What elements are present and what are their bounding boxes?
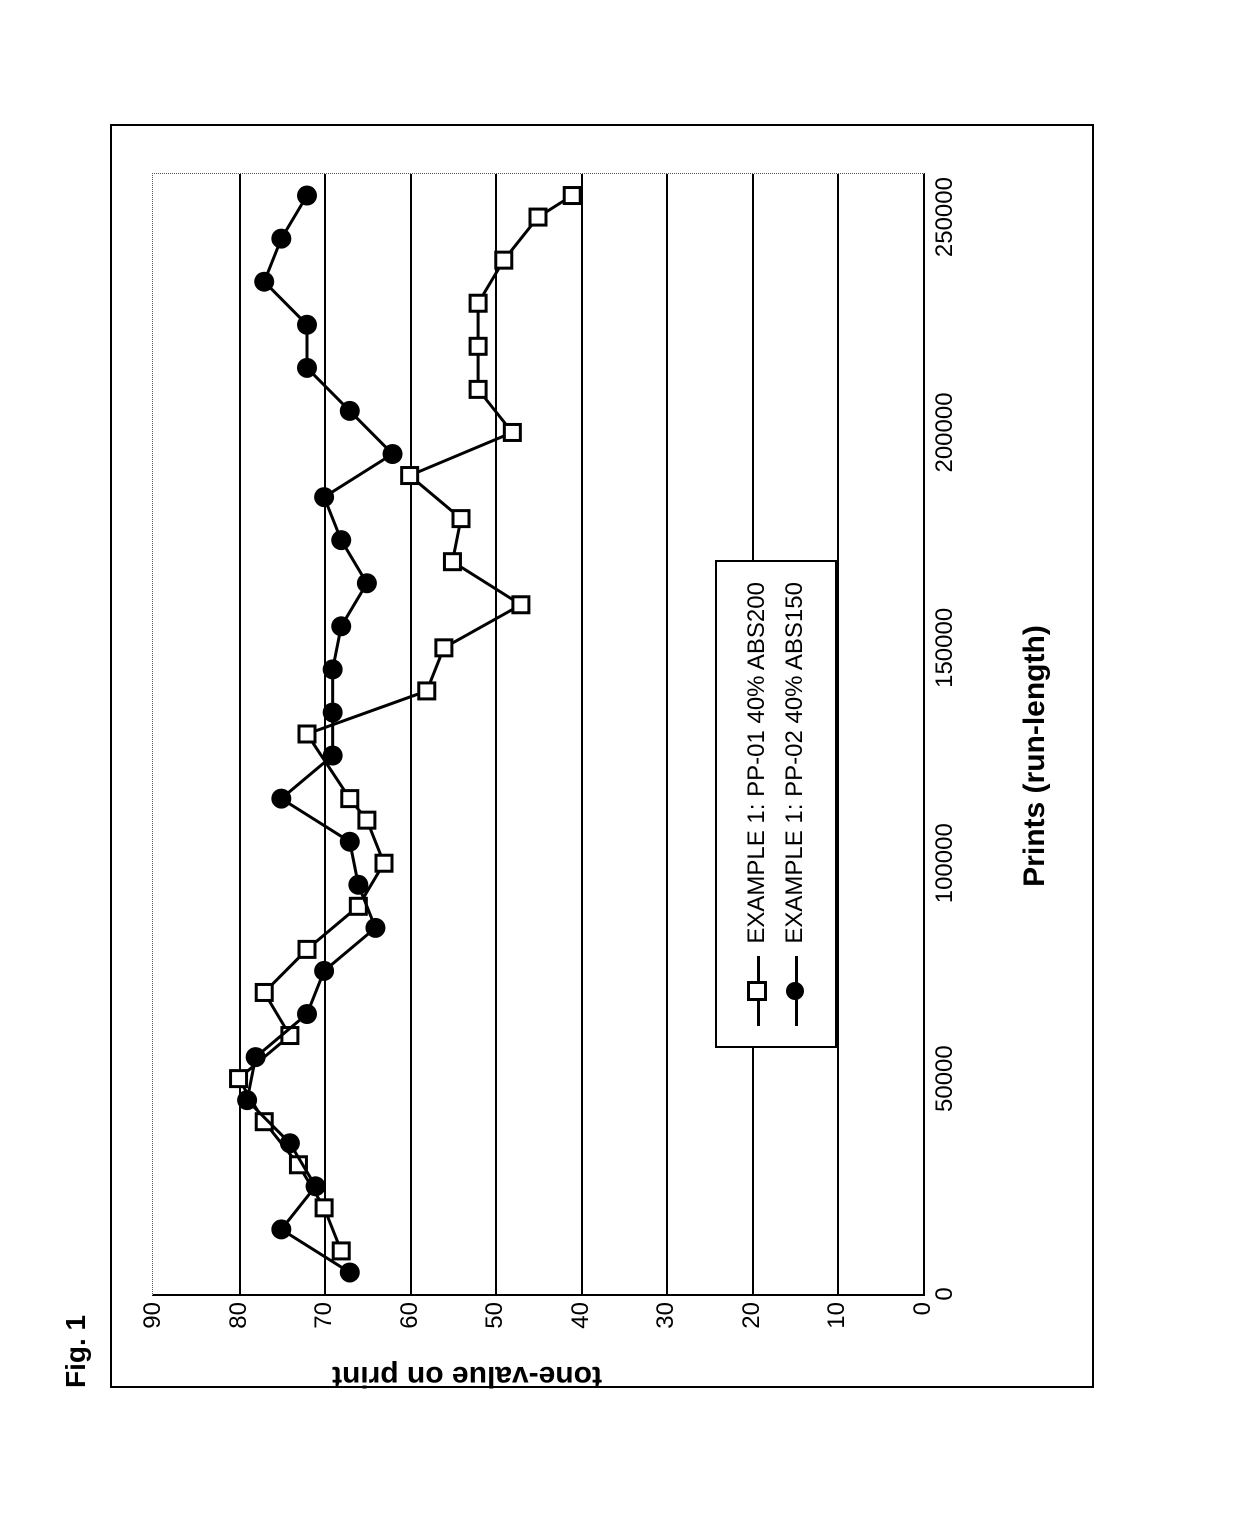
marker-square xyxy=(299,941,315,957)
marker-circle xyxy=(365,918,385,938)
marker-circle xyxy=(306,1176,326,1196)
page: Fig. 1 tone-value on print 0102030405060… xyxy=(0,0,1240,1528)
marker-square xyxy=(504,424,520,440)
marker-circle xyxy=(357,573,377,593)
marker-circle xyxy=(271,789,291,809)
legend-item: EXAMPLE 1: PP-02 40% ABS150 xyxy=(781,582,809,1026)
series-line xyxy=(247,196,392,1273)
legend-label: EXAMPLE 1: PP-01 40% ABS200 xyxy=(743,582,771,944)
marker-circle xyxy=(237,1090,257,1110)
y-tick-label: 50 xyxy=(481,1294,509,1329)
marker-circle xyxy=(246,1047,266,1067)
x-axis-label: Prints (run-length) xyxy=(1018,126,1052,1386)
marker-circle xyxy=(323,702,343,722)
marker-circle xyxy=(314,961,334,981)
marker-square xyxy=(333,1243,349,1259)
marker-square xyxy=(419,683,435,699)
marker-square xyxy=(564,188,580,204)
marker-square xyxy=(444,554,460,570)
marker-square xyxy=(256,984,272,1000)
marker-square xyxy=(299,726,315,742)
marker-circle xyxy=(383,444,403,464)
marker-circle xyxy=(340,832,360,852)
marker-square xyxy=(530,209,546,225)
marker-square xyxy=(342,791,358,807)
legend-item: EXAMPLE 1: PP-01 40% ABS200 xyxy=(743,582,771,1026)
marker-circle xyxy=(314,487,334,507)
legend-marker-square-icon xyxy=(747,981,767,1001)
marker-square xyxy=(436,640,452,656)
marker-square xyxy=(513,597,529,613)
marker-circle xyxy=(297,1004,317,1024)
y-tick-label: 80 xyxy=(225,1294,253,1329)
x-tick-label: 250000 xyxy=(923,177,959,257)
marker-circle xyxy=(340,1262,360,1282)
marker-circle xyxy=(331,530,351,550)
series-line xyxy=(239,196,573,1251)
y-tick-label: 30 xyxy=(652,1294,680,1329)
marker-circle xyxy=(331,616,351,636)
figure-label: Fig. 1 xyxy=(60,1315,92,1388)
marker-circle xyxy=(280,1133,300,1153)
marker-circle xyxy=(323,746,343,766)
chart-outer-frame: tone-value on print 01020304050607080900… xyxy=(110,124,1094,1388)
marker-square xyxy=(453,511,469,527)
marker-square xyxy=(402,468,418,484)
y-axis-label: tone-value on print xyxy=(332,1359,602,1393)
legend-sample xyxy=(787,956,803,1026)
x-tick-label: 150000 xyxy=(923,608,959,688)
y-tick-label: 60 xyxy=(396,1294,424,1329)
plot-area: 0102030405060708090050000100000150000200… xyxy=(152,173,925,1296)
y-tick-label: 40 xyxy=(567,1294,595,1329)
y-tick-label: 10 xyxy=(823,1294,851,1329)
y-tick-label: 70 xyxy=(310,1294,338,1329)
x-tick-label: 50000 xyxy=(923,1045,959,1112)
legend-label: EXAMPLE 1: PP-02 40% ABS150 xyxy=(781,582,809,944)
marker-circle xyxy=(323,659,343,679)
y-tick-label: 90 xyxy=(139,1294,167,1329)
x-tick-label: 0 xyxy=(923,1287,959,1300)
marker-square xyxy=(496,252,512,268)
marker-circle xyxy=(297,186,317,206)
legend: EXAMPLE 1: PP-01 40% ABS200 EXAMPLE 1: PP… xyxy=(715,560,837,1048)
marker-square xyxy=(231,1071,247,1087)
marker-square xyxy=(470,338,486,354)
marker-circle xyxy=(254,272,274,292)
y-tick-label: 20 xyxy=(738,1294,766,1329)
marker-square xyxy=(470,295,486,311)
marker-square xyxy=(359,812,375,828)
legend-sample xyxy=(749,956,765,1026)
marker-circle xyxy=(297,315,317,335)
marker-circle xyxy=(297,358,317,378)
marker-square xyxy=(376,855,392,871)
legend-marker-circle-icon xyxy=(786,982,804,1000)
marker-circle xyxy=(348,875,368,895)
marker-square xyxy=(316,1200,332,1216)
marker-circle xyxy=(271,229,291,249)
x-tick-label: 100000 xyxy=(923,823,959,903)
marker-square xyxy=(470,381,486,397)
x-tick-label: 200000 xyxy=(923,392,959,472)
marker-circle xyxy=(340,401,360,421)
marker-circle xyxy=(271,1219,291,1239)
rotated-canvas: Fig. 1 tone-value on print 0102030405060… xyxy=(0,0,1240,1528)
